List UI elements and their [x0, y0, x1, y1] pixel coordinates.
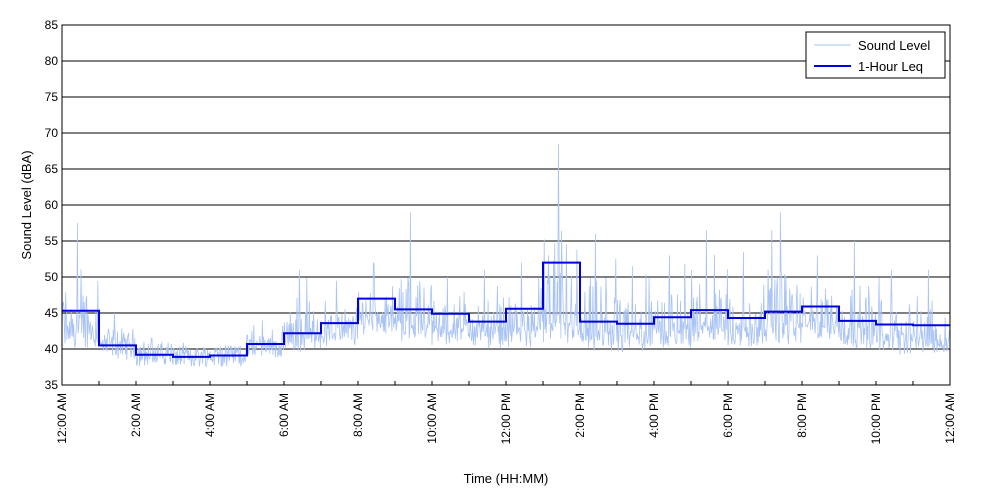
y-tick-label: 65: [45, 162, 59, 176]
y-axis-ticks: 35 40 45 50 55 60 65 70 75 80 85: [45, 18, 66, 392]
series-line-sound-level: [61, 143, 951, 368]
x-tick-label: 12:00 PM: [499, 393, 513, 444]
x-tick-label: 2:00 PM: [573, 393, 587, 438]
y-tick-label: 50: [45, 270, 59, 284]
y-tick-label: 70: [45, 126, 59, 140]
x-tick-label: 6:00 PM: [721, 393, 735, 438]
x-tick-label: 10:00 AM: [425, 393, 439, 444]
x-tick-label: 6:00 AM: [277, 393, 291, 437]
x-tick-label: 8:00 PM: [795, 393, 809, 438]
y-tick-label: 60: [45, 198, 59, 212]
legend-label-1-hour-leq: 1-Hour Leq: [858, 59, 923, 74]
x-tick-label: 8:00 AM: [351, 393, 365, 437]
legend-box: [805, 31, 946, 79]
grid-lines: [62, 60, 950, 350]
y-tick-label: 55: [45, 234, 59, 248]
x-tick-label: 12:00 AM: [943, 393, 957, 444]
x-tick-label: 4:00 PM: [647, 393, 661, 438]
x-tick-label: 2:00 AM: [129, 393, 143, 437]
y-tick-label: 40: [45, 342, 59, 356]
y-tick-label: 35: [45, 378, 59, 392]
y-tick-label: 85: [45, 18, 59, 32]
x-axis-ticks: 12:00 AM 2:00 AM 4:00 AM 6:00 AM 8:00 AM 10:0…: [55, 381, 957, 444]
x-axis-title: Time (HH:MM): [464, 471, 549, 486]
y-tick-label: 75: [45, 90, 59, 104]
legend-label-sound-level: Sound Level: [858, 38, 930, 53]
series-layer: [61, 143, 951, 368]
legend: Sound Level 1-Hour Leq: [805, 31, 946, 79]
x-tick-label: 4:00 AM: [203, 393, 217, 437]
series-line-1-hour-leq: [62, 261, 950, 358]
x-tick-label: 12:00 AM: [55, 393, 69, 444]
y-tick-label: 45: [45, 306, 59, 320]
x-tick-label: 10:00 PM: [869, 393, 883, 444]
y-axis-title: Sound Level (dBA): [19, 150, 34, 259]
y-tick-label: 80: [45, 54, 59, 68]
